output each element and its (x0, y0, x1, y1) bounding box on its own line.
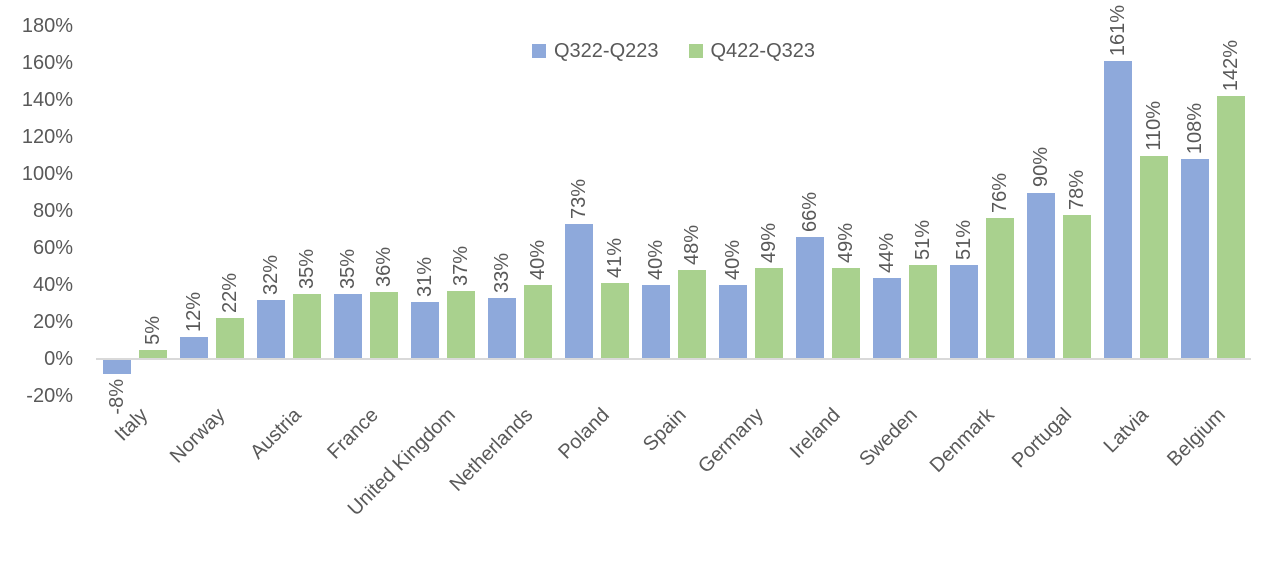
legend-swatch-green (688, 44, 703, 58)
category-label-belgium: Belgium (1163, 404, 1231, 471)
data-label: 12% (182, 291, 205, 332)
data-label: 40% (721, 239, 744, 280)
bar-q422-q323-poland (600, 283, 629, 359)
category-label-poland: Poland (554, 404, 615, 464)
data-label: 110% (1142, 100, 1165, 151)
data-label: 31% (413, 256, 436, 297)
bar-q422-q323-germany (754, 268, 783, 359)
legend-label-q422-q323: Q422-Q323 (710, 40, 816, 62)
legend-item-q322-q223: Q322-Q223 (531, 40, 659, 62)
data-label: 51% (911, 219, 934, 260)
bar-q422-q323-belgium (1216, 96, 1245, 359)
category-label-spain: Spain (639, 404, 692, 456)
data-label: 35% (336, 249, 359, 290)
y-axis-tick-label: -20% (26, 385, 73, 407)
bar-q322-q223-ireland (795, 236, 824, 359)
legend: Q322-Q223 Q422-Q323 (96, 40, 1251, 62)
y-axis-tick-label: 100% (21, 163, 73, 185)
bar-q322-q223-latvia (1103, 61, 1132, 359)
category-label-sweden: Sweden (855, 404, 923, 471)
data-label: 22% (218, 273, 241, 314)
data-label: 40% (526, 239, 549, 280)
data-label: 51% (952, 219, 975, 260)
data-label: 48% (680, 225, 703, 266)
bar-q422-q323-netherlands (523, 285, 552, 359)
y-axis-tick-label: 20% (32, 311, 73, 333)
data-label: 49% (834, 223, 857, 264)
y-axis-tick-label: 60% (32, 237, 73, 259)
bar-q322-q223-austria (256, 299, 285, 359)
data-label: 142% (1219, 40, 1242, 92)
data-label: 44% (875, 232, 898, 273)
bar-q422-q323-united-kingdom (446, 290, 475, 359)
y-axis-tick-label: 180% (21, 15, 73, 37)
bar-q322-q223-spain (641, 285, 670, 359)
bar-q322-q223-norway (179, 336, 208, 359)
bar-q422-q323-latvia (1139, 155, 1168, 359)
y-axis-tick-label: 40% (32, 274, 73, 296)
data-label: 36% (372, 247, 395, 288)
bar-q422-q323-ireland (831, 268, 860, 359)
data-label: 37% (449, 245, 472, 286)
bar-q422-q323-austria (292, 294, 321, 359)
bar-q322-q223-belgium (1180, 159, 1209, 359)
data-label: 35% (295, 249, 318, 290)
bar-q322-q223-netherlands (487, 297, 516, 359)
bar-q322-q223-france (333, 294, 362, 359)
bar-q422-q323-italy (138, 349, 167, 359)
category-label-latvia: Latvia (1099, 404, 1154, 458)
data-label: 90% (1029, 147, 1052, 188)
data-label: 66% (798, 191, 821, 232)
legend-label-q322-q223: Q322-Q223 (553, 40, 659, 62)
data-label: 108% (1183, 103, 1206, 155)
data-label: 41% (603, 238, 626, 279)
y-axis-tick-label: 160% (21, 52, 73, 74)
legend-item-q422-q323: Q422-Q323 (688, 40, 816, 62)
bar-q322-q223-united-kingdom (410, 301, 439, 359)
data-label: 33% (490, 252, 513, 293)
bar-q322-q223-italy (102, 359, 131, 374)
category-label-austria: Austria (246, 404, 307, 464)
data-label: -8% (105, 378, 128, 415)
category-label-portugal: Portugal (1007, 404, 1077, 473)
bar-q322-q223-poland (564, 223, 593, 359)
bar-q422-q323-portugal (1062, 214, 1091, 359)
category-label-denmark: Denmark (926, 404, 1000, 477)
x-axis-line (96, 358, 1251, 360)
category-label-norway: Norway (165, 404, 230, 468)
data-label: 32% (259, 254, 282, 295)
data-label: 161% (1106, 5, 1129, 57)
bar-q322-q223-germany (718, 285, 747, 359)
category-label-ireland: Ireland (786, 404, 846, 463)
data-label: 49% (757, 223, 780, 264)
category-label-germany: Germany (694, 404, 769, 478)
bar-q422-q323-france (369, 292, 398, 359)
legend-swatch-blue (531, 44, 546, 58)
category-label-france: France (323, 404, 384, 464)
y-axis-tick-label: 120% (21, 126, 73, 148)
bar-q422-q323-norway (215, 318, 244, 359)
data-label: 78% (1065, 169, 1088, 210)
bar-q322-q223-portugal (1026, 192, 1055, 359)
data-label: 40% (644, 239, 667, 280)
data-label: 5% (141, 315, 164, 345)
bar-q422-q323-spain (677, 270, 706, 359)
y-axis-tick-label: 140% (21, 89, 73, 111)
bar-q422-q323-denmark (985, 218, 1014, 359)
y-axis-tick-label: 80% (32, 200, 73, 222)
bar-q422-q323-sweden (908, 264, 937, 359)
data-label: 76% (988, 173, 1011, 214)
y-axis-tick-label: 0% (44, 348, 73, 370)
bar-q322-q223-sweden (872, 277, 901, 359)
data-label: 73% (567, 178, 590, 219)
bar-q322-q223-denmark (949, 264, 978, 359)
